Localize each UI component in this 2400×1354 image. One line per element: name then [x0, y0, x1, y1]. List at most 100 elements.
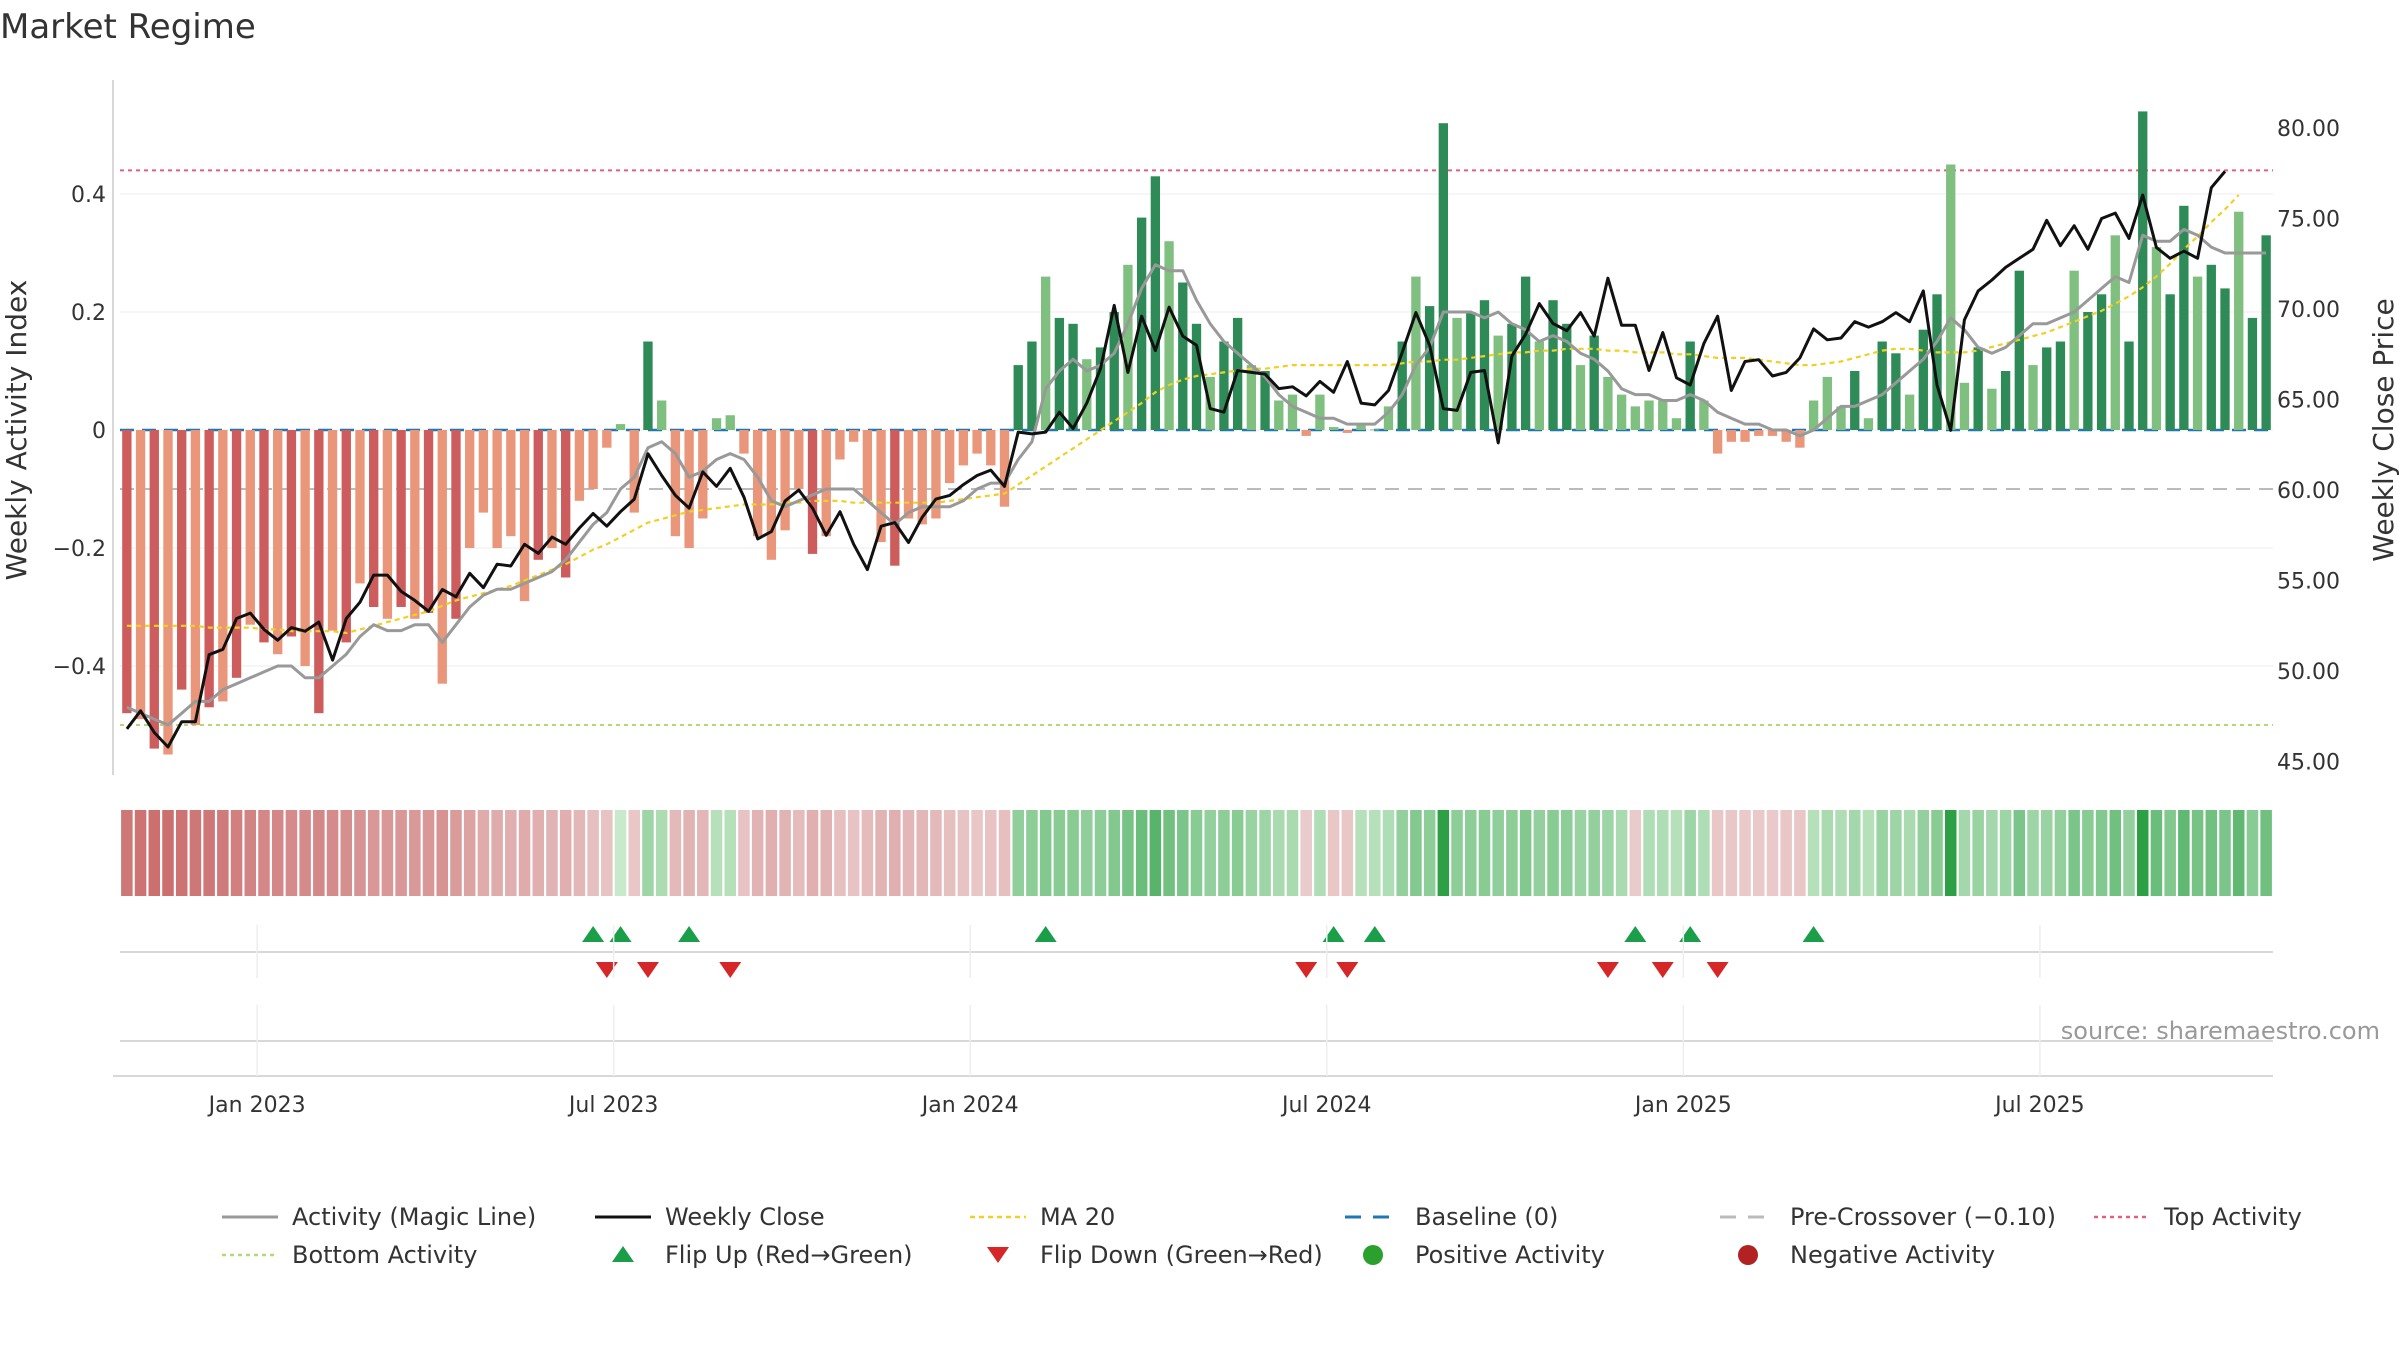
- regime-strip-cell: [1465, 810, 1477, 896]
- flip-up-legend-icon: [612, 1246, 634, 1262]
- regime-strip-cell: [2013, 810, 2026, 896]
- legend: Activity (Magic Line) Weekly Close MA 20 Ba…: [222, 1203, 2302, 1269]
- regime-strip-cell: [409, 810, 421, 896]
- regime-strip-cell: [1547, 810, 1559, 896]
- regime-strip-cell: [258, 810, 270, 896]
- regime-strip-cell: [834, 810, 846, 896]
- activity-bar: [1712, 430, 1723, 454]
- flip-up-marker: [582, 926, 605, 942]
- activity-bar: [135, 430, 146, 720]
- regime-strip-cell: [1314, 810, 1326, 896]
- regime-strip-cell: [175, 810, 188, 896]
- activity-bar: [1370, 429, 1380, 431]
- activity-bar: [862, 430, 873, 501]
- right-tick-label: 65.00: [2277, 389, 2340, 414]
- regime-strip-cell: [943, 810, 956, 896]
- legend-label: Bottom Activity: [292, 1241, 477, 1269]
- activity-bar: [1136, 217, 1147, 430]
- regime-strip-cell: [1615, 810, 1628, 896]
- activity-bar: [382, 430, 393, 619]
- regime-strip-cell: [957, 810, 970, 896]
- right-tick-label: 55.00: [2277, 570, 2340, 595]
- regime-strip-cell: [2040, 810, 2053, 896]
- activity-bar: [1946, 164, 1956, 430]
- activity-bar: [451, 430, 461, 619]
- regime-strip-cell: [546, 810, 558, 896]
- activity-bar: [177, 430, 187, 690]
- regime-strip-cell: [491, 810, 503, 896]
- regime-strip-cell: [148, 810, 161, 896]
- activity-bar: [1562, 323, 1572, 430]
- activity-bar: [821, 430, 831, 537]
- regime-strip-cell: [395, 810, 407, 896]
- flip-down-marker: [1336, 962, 1359, 978]
- activity-bar: [273, 430, 283, 655]
- regime-strip-cell: [1026, 810, 1038, 896]
- activity-bar: [1534, 341, 1544, 430]
- activity-bar: [684, 430, 694, 548]
- regime-strip-cell: [1903, 810, 1916, 896]
- regime-strip-cell: [930, 810, 942, 896]
- activity-bar: [657, 400, 667, 430]
- activity-bar: [355, 430, 365, 584]
- flip-down-marker: [1706, 962, 1729, 978]
- legend-item-magic: Activity (Magic Line): [222, 1203, 536, 1231]
- activity-bar: [1850, 371, 1860, 430]
- activity-bar: [2110, 235, 2120, 430]
- activity-bar: [1274, 400, 1284, 430]
- activity-bar: [1068, 323, 1078, 430]
- regime-strip-cell: [1410, 810, 1422, 896]
- activity-bar: [643, 341, 653, 430]
- regime-strip-cell: [1739, 810, 1751, 896]
- regime-strip-cell: [450, 810, 462, 896]
- regime-strip: [121, 810, 2272, 896]
- left-axis-label: Weekly Activity Index: [0, 280, 33, 581]
- regime-strip-cell: [861, 810, 874, 896]
- flip-markers-panel: [120, 926, 2273, 978]
- regime-strip-cell: [2095, 810, 2108, 896]
- activity-bar: [629, 430, 639, 513]
- regime-strip-cell: [2232, 810, 2245, 896]
- regime-strip-cell: [1807, 810, 1820, 896]
- activity-bar: [1287, 394, 1298, 430]
- right-tick-label: 45.00: [2277, 751, 2340, 776]
- regime-strip-cell: [642, 810, 654, 896]
- activity-bar: [506, 430, 516, 537]
- activity-bar: [1822, 376, 1832, 430]
- activity-bar: [190, 430, 201, 725]
- regime-strip-cell: [697, 810, 709, 896]
- regime-strip-cell: [806, 810, 819, 896]
- series-lines: [125, 170, 2267, 749]
- regime-strip-cell: [655, 810, 668, 896]
- regime-strip-cell: [1355, 810, 1367, 896]
- regime-strip-cell: [1698, 810, 1710, 896]
- chart-title: Market Regime: [0, 7, 256, 47]
- activity-bar: [2083, 312, 2093, 430]
- regime-strip-cell: [1917, 810, 1930, 896]
- regime-strip-cell: [2191, 810, 2204, 896]
- activity-bar: [1808, 400, 1819, 430]
- regime-strip-cell: [724, 810, 737, 896]
- flip-up-marker: [1624, 926, 1647, 942]
- x-tick-label: Jul 2024: [1280, 1093, 1372, 1118]
- left-tick-label: 0.4: [71, 183, 106, 208]
- regime-strip-cell: [2219, 810, 2231, 896]
- activity-bar: [602, 430, 612, 448]
- activity-bar: [369, 430, 379, 607]
- activity-bar: [2028, 365, 2038, 430]
- regime-strip-cell: [2164, 810, 2176, 896]
- axes: 0.4 0.2 0 −0.2 −0.4 80.00 75.00 70.00 65.00 60.00…: [53, 80, 2340, 776]
- activity-bar: [2234, 211, 2244, 430]
- regime-strip-cell: [1300, 810, 1312, 896]
- legend-item-baseline: Baseline (0): [1345, 1203, 1558, 1231]
- regime-strip-cell: [1848, 810, 1861, 896]
- regime-strip-cell: [422, 810, 435, 896]
- legend-label: MA 20: [1040, 1203, 1115, 1231]
- regime-strip-cell: [2136, 810, 2149, 896]
- regime-strip-cell: [326, 810, 339, 896]
- regime-strip-cell: [1135, 810, 1148, 896]
- flip-down-marker: [719, 962, 742, 978]
- legend-item-ma20: MA 20: [970, 1203, 1115, 1231]
- x-tick-label: Jul 2025: [1993, 1093, 2085, 1118]
